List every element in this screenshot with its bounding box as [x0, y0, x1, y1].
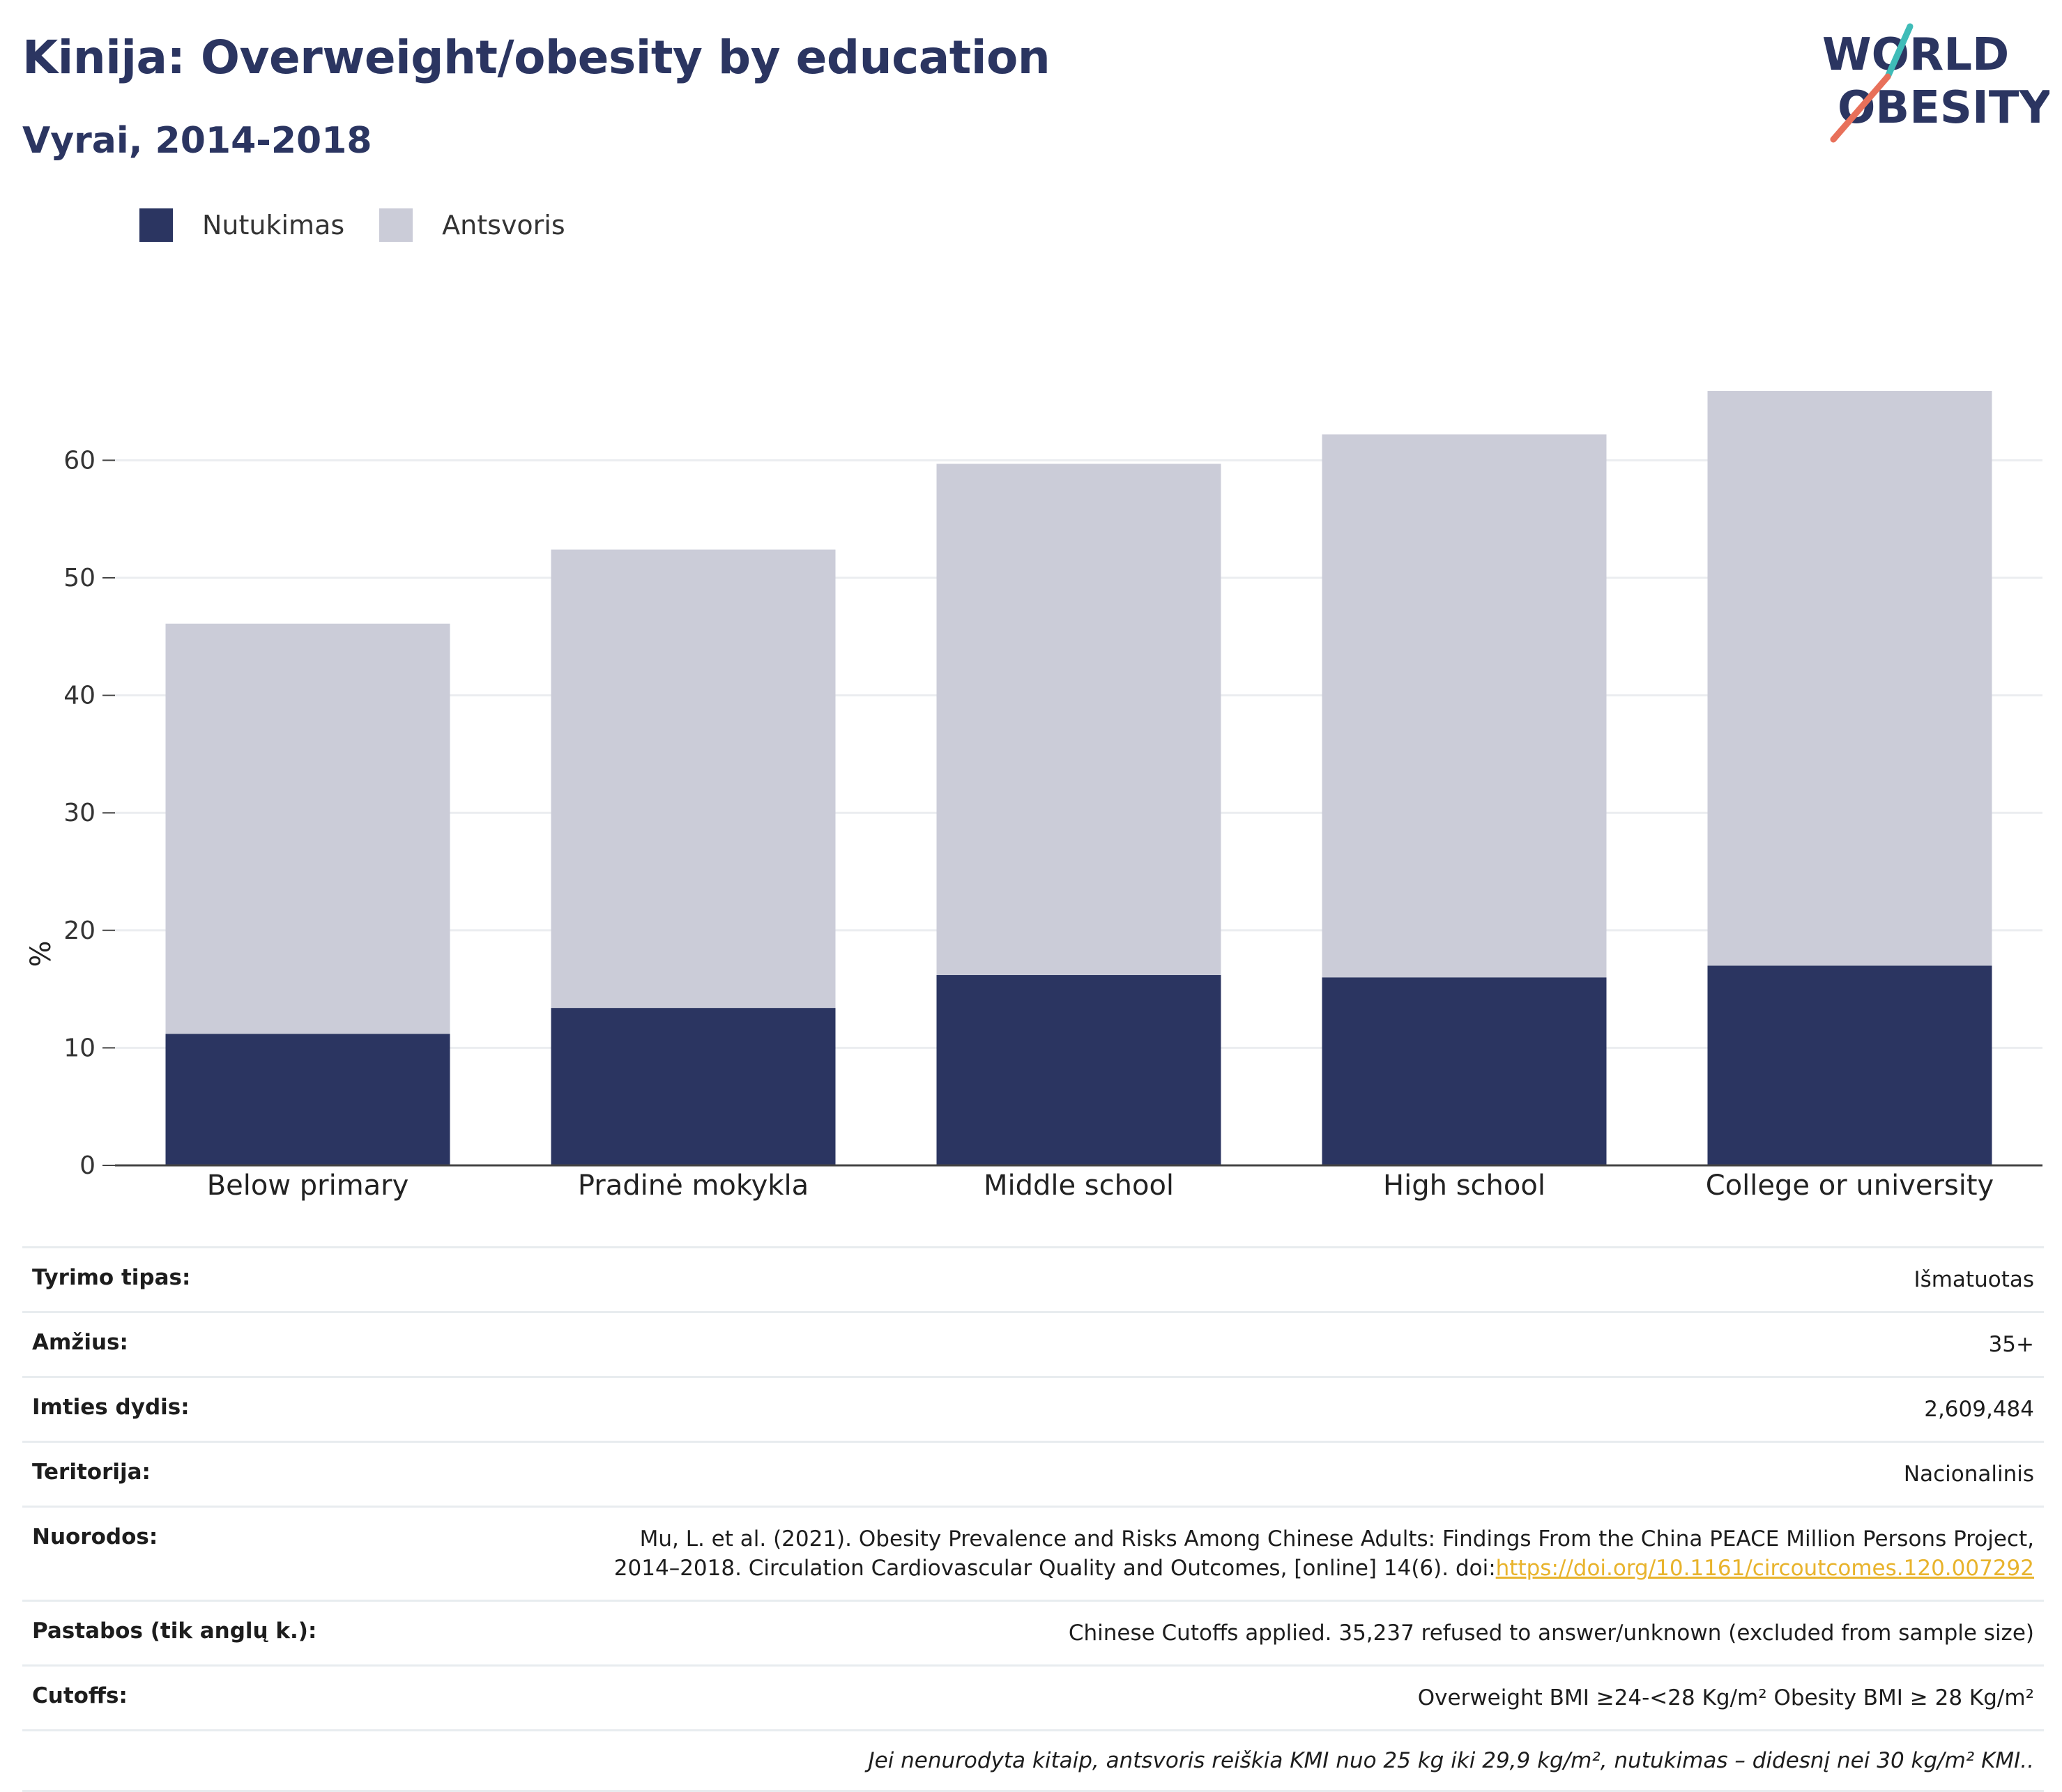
page-subtitle: Vyrai, 2014-2018: [22, 120, 372, 162]
bar-overweight: [936, 464, 1221, 975]
footnote: Jei nenurodyta kitaip, antsvoris reiškia…: [868, 1748, 2034, 1773]
info-key: Cutoffs:: [32, 1683, 128, 1708]
y-tick-label: 30: [63, 799, 96, 827]
x-category-label: Below primary: [207, 1170, 409, 1202]
legend-swatch-overweight: [379, 208, 413, 242]
x-category-label: High school: [1383, 1170, 1545, 1202]
bar-overweight: [1707, 390, 1992, 966]
legend-swatch-obesity: [139, 208, 173, 242]
y-tick-label: 20: [63, 917, 96, 945]
reference-line-1: Mu, L. et al. (2021). Obesity Prevalence…: [639, 1526, 2034, 1552]
info-row-cutoffs: Cutoffs: Overweight BMI ≥24-<28 Kg/m² Ob…: [22, 1664, 2044, 1729]
info-row-territory: Teritorija: Nacionalinis: [22, 1441, 2044, 1506]
bar-obesity: [1707, 965, 1992, 1165]
info-row-footnote: Jei nenurodyta kitaip, antsvoris reiškia…: [22, 1729, 2044, 1792]
chart-legend: Nutukimas Antsvoris: [139, 206, 600, 244]
y-axis-label: %: [25, 941, 57, 967]
y-tick-label: 0: [79, 1151, 96, 1180]
stacked-bar-chart: 0 10 20 30 40 50 60 Below primary Pradinė mokykl…: [25, 390, 2042, 1202]
bar-obesity: [165, 1034, 450, 1165]
info-key: Teritorija:: [32, 1460, 151, 1485]
info-value: 2,609,484: [1924, 1397, 2034, 1422]
info-key: Nuorodos:: [32, 1524, 158, 1549]
x-category-label: College or university: [1706, 1170, 1994, 1202]
bars: [165, 390, 1992, 1165]
bar-obesity: [1322, 977, 1607, 1165]
info-key: Imties dydis:: [32, 1395, 190, 1420]
info-table: Tyrimo tipas: Išmatuotas Amžius: 35+ Imt…: [22, 1246, 2044, 1792]
bar-overweight: [551, 549, 836, 1009]
info-value: Chinese Cutoffs applied. 35,237 refused …: [1068, 1621, 2034, 1646]
legend-item-overweight[interactable]: Antsvoris: [379, 208, 565, 242]
legend-item-obesity[interactable]: Nutukimas: [139, 208, 344, 242]
axes: 0 10 20 30 40 50 60 Below primary Pradinė mokykl…: [25, 446, 2042, 1202]
info-row-sample-size: Imties dydis: 2,609,484: [22, 1376, 2044, 1441]
y-tick-label: 10: [63, 1034, 96, 1062]
info-value: Išmatuotas: [1914, 1267, 2034, 1292]
page-title: Kinija: Overweight/obesity by education: [22, 31, 1051, 84]
info-row-references: Nuorodos: Mu, L. et al. (2021). Obesity …: [22, 1506, 2044, 1600]
info-row-notes: Pastabos (tik anglų k.): Chinese Cutoffs…: [22, 1600, 2044, 1664]
x-category-label: Middle school: [984, 1170, 1174, 1202]
bar-overweight: [165, 623, 450, 1034]
info-value: 35+: [1988, 1332, 2034, 1357]
info-value-references: Mu, L. et al. (2021). Obesity Prevalence…: [614, 1524, 2034, 1583]
info-value: Nacionalinis: [1903, 1462, 2034, 1487]
bar-overweight: [1322, 434, 1607, 978]
y-tick-label: 50: [63, 564, 96, 592]
doi-link[interactable]: https://doi.org/10.1161/circoutcomes.120…: [1495, 1556, 2034, 1581]
y-tick-label: 60: [63, 446, 96, 475]
legend-label-overweight: Antsvoris: [442, 210, 565, 240]
info-value: Overweight BMI ≥24-<28 Kg/m² Obesity BMI…: [1417, 1685, 2034, 1710]
svg-text:OBESITY: OBESITY: [1838, 82, 2049, 134]
svg-text:WORLD: WORLD: [1822, 29, 2009, 81]
legend-label-obesity: Nutukimas: [202, 210, 345, 240]
world-obesity-logo: WORLD OBESITY: [1822, 23, 2049, 143]
info-key: Tyrimo tipas:: [32, 1265, 191, 1290]
x-category-label: Pradinė mokykla: [578, 1170, 809, 1202]
info-row-study-type: Tyrimo tipas: Išmatuotas: [22, 1246, 2044, 1311]
info-row-age: Amžius: 35+: [22, 1311, 2044, 1376]
bar-obesity: [551, 1008, 836, 1165]
bar-obesity: [936, 974, 1221, 1165]
info-key: Pastabos (tik anglų k.):: [32, 1618, 317, 1644]
info-key: Amžius:: [32, 1330, 128, 1355]
y-tick-label: 40: [63, 682, 96, 710]
reference-line-2: 2014–2018. Circulation Cardiovascular Qu…: [613, 1556, 1496, 1581]
